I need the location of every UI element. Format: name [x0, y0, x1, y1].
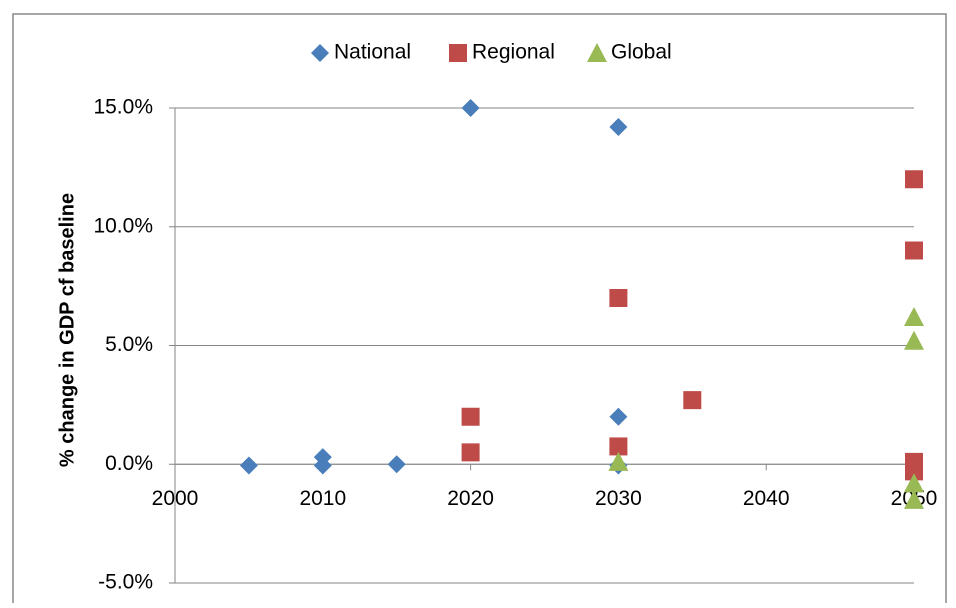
y-tick-label: 0.0% — [105, 452, 153, 475]
x-tick-label: 2010 — [299, 487, 346, 510]
x-tick-label: 2020 — [447, 487, 494, 510]
point — [387, 455, 406, 474]
y-axis-label: % change in GDP cf baseline — [56, 193, 78, 467]
point — [461, 99, 480, 117]
point — [609, 407, 628, 426]
y-tick-label: 10.0% — [93, 214, 153, 237]
legend-label: Regional — [472, 41, 555, 64]
chart-frame — [12, 13, 947, 608]
x-tick-label: 2030 — [595, 487, 642, 510]
legend-marker — [449, 44, 467, 62]
point — [461, 407, 480, 426]
point — [313, 456, 332, 475]
legend-label: National — [334, 41, 411, 64]
point — [683, 391, 702, 410]
y-tick-label: -5.0% — [98, 571, 153, 594]
point — [905, 462, 923, 481]
point — [905, 170, 923, 189]
legend-marker — [311, 44, 329, 62]
legend-label: Global — [611, 41, 672, 64]
point — [609, 118, 628, 136]
point — [608, 451, 629, 471]
point — [904, 307, 924, 326]
point — [904, 489, 924, 509]
point — [609, 289, 628, 307]
x-tick-label: 2040 — [743, 487, 790, 510]
y-tick-label: 5.0% — [105, 333, 153, 356]
point — [609, 437, 628, 456]
point — [904, 330, 924, 350]
point — [904, 473, 924, 493]
x-tick-label: 2000 — [152, 487, 199, 510]
legend-marker — [587, 43, 607, 62]
point — [239, 456, 258, 475]
y-tick-label: 15.0% — [93, 96, 153, 119]
point — [461, 443, 480, 462]
point — [905, 241, 923, 260]
